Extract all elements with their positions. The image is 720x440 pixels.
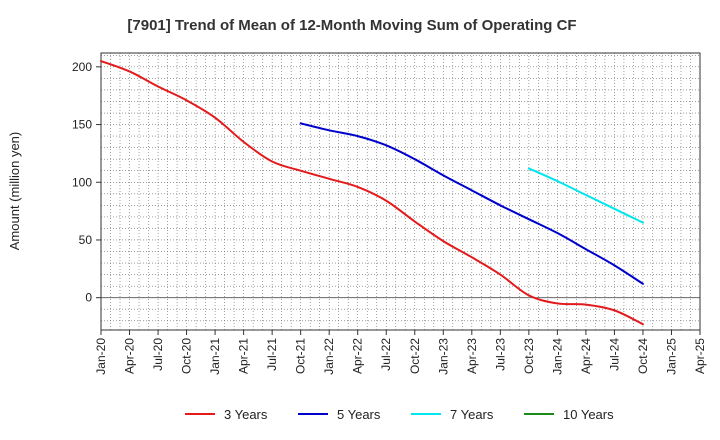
x-tick-label: Jul-22 — [379, 338, 393, 371]
y-tick-label: 200 — [72, 60, 92, 74]
x-tick-label: Apr-23 — [465, 338, 479, 374]
x-tick-label: Apr-24 — [579, 338, 593, 374]
x-tick-label: Oct-20 — [180, 338, 194, 374]
legend-label-3-years: 3 Years — [224, 407, 268, 422]
series-line-5-years — [299, 122, 644, 285]
x-tick-label: Jul-20 — [151, 338, 165, 371]
x-tick-label: Jan-23 — [436, 338, 450, 375]
y-tick-label: 50 — [79, 233, 93, 247]
axes — [100, 52, 701, 331]
series-line-7-years — [527, 167, 644, 224]
chart-title: [7901] Trend of Mean of 12-Month Moving … — [127, 17, 576, 34]
x-tick-label: Apr-20 — [123, 338, 137, 374]
y-tick-label: 0 — [85, 291, 92, 305]
plot-frame — [100, 52, 701, 331]
legend-label-7-years: 7 Years — [450, 407, 494, 422]
legend-label-5-years: 5 Years — [337, 407, 381, 422]
grid-lines — [100, 53, 701, 330]
x-tick-label: Oct-22 — [408, 338, 422, 374]
x-tick-label: Oct-21 — [294, 338, 308, 374]
x-tick-label: Jan-25 — [664, 338, 678, 375]
y-axis-label: Amount (million yen) — [7, 132, 22, 251]
legend-label-10-years: 10 Years — [563, 407, 614, 422]
x-tick-label: Jan-22 — [322, 338, 336, 375]
series-line-3-years — [100, 60, 644, 326]
x-tick-label: Apr-21 — [237, 338, 251, 374]
x-tick-label: Oct-23 — [522, 338, 536, 374]
x-tick-label: Jul-21 — [265, 338, 279, 371]
x-tick-label: Jan-20 — [94, 338, 108, 375]
x-tick-label: Jan-24 — [550, 338, 564, 375]
x-tick-label: Oct-24 — [636, 338, 650, 374]
x-tick-label: Jul-23 — [493, 338, 507, 371]
series-lines — [100, 60, 644, 326]
x-tick-label: Jan-21 — [208, 338, 222, 375]
y-tick-label: 150 — [72, 118, 92, 132]
x-tick-label: Jul-24 — [607, 338, 621, 371]
x-tick-labels: Jan-20 Apr-20 Jul-20 Oct-20 Jan-21 Apr-21 Jul-… — [94, 330, 707, 375]
x-tick-label: Apr-22 — [351, 338, 365, 374]
x-tick-label: Apr-25 — [693, 338, 707, 374]
y-tick-labels: 0 50 100 150 200 — [72, 60, 101, 305]
legend: 3 Years 5 Years 7 Years 10 Years — [185, 407, 614, 422]
y-tick-label: 100 — [72, 175, 92, 189]
